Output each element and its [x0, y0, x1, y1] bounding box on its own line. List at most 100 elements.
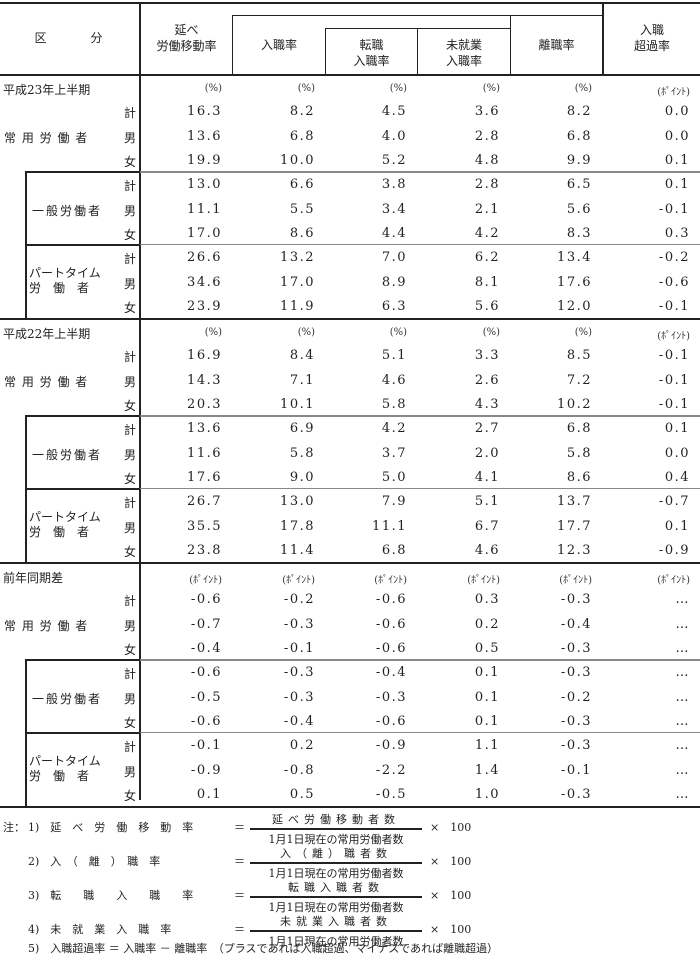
value-cell: 0.2 [474, 616, 500, 632]
row-label: 計 [123, 179, 136, 194]
value-cell: -0.2 [658, 250, 690, 266]
value-cell: 0.5 [289, 787, 315, 803]
value-cell: 3.3 [474, 348, 500, 364]
header-divider [602, 2, 604, 75]
unit-label: (ﾎﾟｲﾝﾄ) [374, 575, 407, 586]
group-box-left [25, 244, 27, 319]
value-cell: 26.6 [187, 250, 222, 266]
unit-label: (%) [482, 83, 500, 94]
note-label: 1) 延 べ 労 働 移 動 率 [28, 821, 194, 834]
value-cell: 4.4 [381, 226, 407, 242]
value-cell: -0.7 [190, 616, 222, 632]
value-cell: 5.6 [566, 201, 592, 217]
group-box-left [25, 732, 27, 807]
row-label: 計 [123, 740, 136, 755]
group-rule [25, 244, 700, 246]
row-label: 男 [123, 374, 136, 389]
value-cell: 6.8 [566, 421, 592, 437]
value-cell: 0.0 [664, 104, 690, 120]
header-col-total-mobility: 延べ 労働移動率 [156, 23, 217, 53]
value-cell: 11.9 [280, 299, 315, 315]
group-label-general-workers: 一般労働者 [32, 203, 103, 218]
value-cell: 2.7 [474, 421, 500, 437]
value-cell: -0.3 [560, 787, 592, 803]
value-cell: 10.2 [557, 397, 592, 413]
value-cell: 9.9 [566, 153, 592, 169]
group-label-general-workers: 一般労働者 [32, 691, 103, 706]
section-title: 平成22年上半期 [3, 327, 91, 341]
table-top-rule [0, 2, 700, 4]
group-box-top [25, 171, 140, 174]
value-cell: 13.4 [557, 250, 592, 266]
group-box-top [25, 415, 140, 418]
value-cell: 3.6 [474, 104, 500, 120]
value-cell: 2.6 [474, 372, 500, 388]
header-group-rule [232, 15, 603, 16]
row-label: 男 [123, 130, 136, 145]
label-column-divider [139, 2, 141, 800]
value-cell: 5.5 [289, 201, 315, 217]
value-cell: 6.6 [289, 177, 315, 193]
note-fraction: 延べ労働移動者数 1月1日現在の常用労働者数 [250, 811, 422, 847]
value-cell: -0.1 [658, 397, 690, 413]
group-label-regular-workers: 常 用 労 働 者 [4, 618, 89, 633]
value-cell: 4.6 [381, 372, 407, 388]
note-label: 4) 未 就 業 入 職 率 [28, 923, 172, 936]
value-cell: -0.3 [283, 616, 315, 632]
note-label: 2) 入 （ 離 ） 職 率 [28, 855, 161, 868]
row-label: 計 [123, 594, 136, 609]
value-cell: 17.6 [557, 274, 592, 290]
unit-label: (ﾎﾟｲﾝﾄ) [657, 331, 690, 342]
value-cell: -0.3 [560, 714, 592, 730]
row-label: 女 [123, 643, 136, 658]
row-label: 男 [123, 447, 136, 462]
row-label: 男 [123, 203, 136, 218]
value-cell: 5.8 [289, 445, 315, 461]
value-cell: -0.4 [283, 714, 315, 730]
value-cell: 7.9 [381, 494, 407, 510]
value-cell: 8.2 [289, 104, 315, 120]
value-cell: 17.7 [557, 518, 592, 534]
row-label: 男 [123, 618, 136, 633]
value-cell: 6.2 [474, 250, 500, 266]
value-cell: -0.1 [658, 372, 690, 388]
value-cell: 4.0 [381, 128, 407, 144]
value-cell: -0.6 [190, 714, 222, 730]
value-cell: 4.3 [474, 397, 500, 413]
row-label: 女 [123, 301, 136, 316]
value-cell: 8.2 [566, 104, 592, 120]
value-cell: -0.9 [190, 762, 222, 778]
group-label-part-time-workers: パートタイム 労 働 者 [29, 509, 101, 539]
value-cell: 7.0 [381, 250, 407, 266]
value-cell: 0.0 [664, 445, 690, 461]
value-cell: 0.1 [474, 665, 500, 681]
group-box-top [25, 244, 140, 247]
row-label: 計 [123, 667, 136, 682]
value-cell: -0.1 [190, 738, 222, 754]
row-label: 男 [123, 276, 136, 291]
value-cell: 2.1 [474, 201, 500, 217]
group-rule [25, 171, 700, 174]
section-title: 前年同期差 [3, 571, 64, 585]
row-label: 男 [123, 520, 136, 535]
group-rule [25, 732, 700, 734]
value-cell: -2.2 [375, 762, 407, 778]
value-cell: -0.3 [560, 738, 592, 754]
fraction-numerator: 転職入職者数 [250, 879, 422, 898]
value-cell: 8.1 [474, 274, 500, 290]
fraction-denominator: 1月1日現在の常用労働者数 [268, 901, 404, 914]
fraction-numerator: 入（離）職者数 [250, 845, 422, 864]
value-cell: 17.6 [187, 470, 222, 486]
row-label: 計 [123, 106, 136, 121]
value-cell: 6.3 [381, 299, 407, 315]
value-cell: … [675, 787, 690, 803]
value-cell: 10.1 [280, 397, 315, 413]
header-col-new-entry-rate: 未就業 入職率 [445, 38, 482, 68]
value-cell: 23.8 [187, 543, 222, 559]
value-cell: -0.1 [658, 348, 690, 364]
header-divider [325, 28, 326, 75]
value-cell: 3.7 [381, 445, 407, 461]
value-cell: … [675, 665, 690, 681]
value-cell: 8.6 [566, 470, 592, 486]
unit-label: (%) [297, 83, 315, 94]
